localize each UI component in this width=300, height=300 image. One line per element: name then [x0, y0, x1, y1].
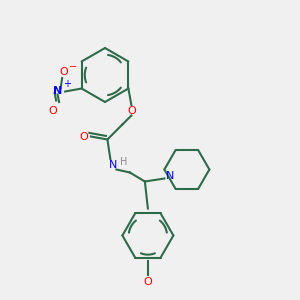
Text: −: −	[69, 62, 77, 73]
Text: H: H	[120, 157, 128, 167]
Text: N: N	[166, 170, 175, 181]
Text: N: N	[53, 86, 62, 97]
Text: O: O	[79, 131, 88, 142]
Text: +: +	[63, 79, 70, 89]
Text: O: O	[127, 106, 136, 116]
Text: N: N	[109, 160, 118, 170]
Text: O: O	[49, 106, 58, 116]
Text: O: O	[59, 67, 68, 77]
Text: O: O	[143, 277, 152, 287]
